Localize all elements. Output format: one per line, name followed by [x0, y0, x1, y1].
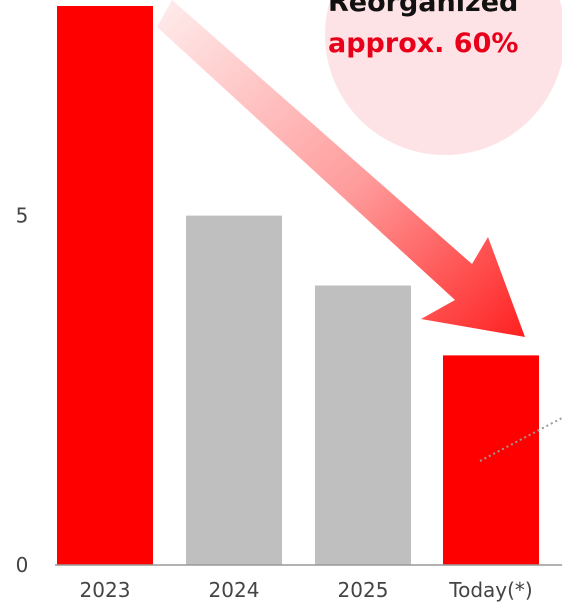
x-tick-label: Today(*) — [448, 578, 532, 602]
decline-arrow — [157, 0, 525, 337]
bar-today — [443, 355, 539, 565]
bar-2023 — [57, 6, 153, 565]
y-tick-label: 5 — [16, 204, 29, 228]
callout-line2: approx. 60% — [328, 28, 518, 59]
callout: Reorganized approx. 60% — [325, 0, 562, 155]
y-axis-ticks: 05 — [16, 204, 29, 577]
x-tick-label: 2025 — [338, 578, 389, 602]
y-tick-label: 0 — [16, 553, 29, 577]
x-tick-label: 2024 — [209, 578, 260, 602]
trend-arrow-shape — [157, 0, 525, 337]
callout-bubble — [325, 0, 562, 155]
x-axis-ticks: 2023 2024 2025 Today(*) — [80, 578, 533, 602]
bar-2025 — [315, 285, 411, 565]
bars — [57, 6, 539, 565]
callout-leader-line — [479, 417, 562, 462]
bar-2024 — [186, 215, 282, 565]
callout-line1: Reorganized — [328, 0, 518, 18]
x-tick-label: 2023 — [80, 578, 131, 602]
